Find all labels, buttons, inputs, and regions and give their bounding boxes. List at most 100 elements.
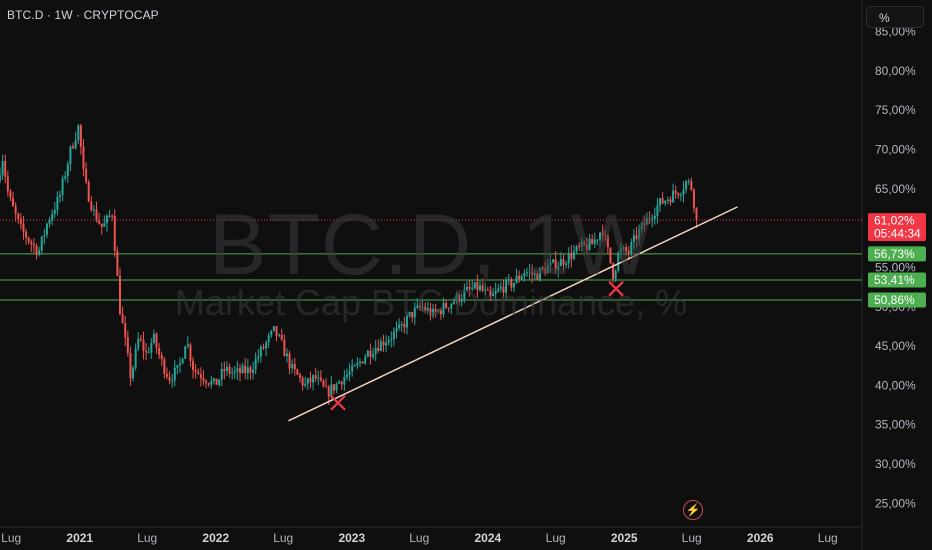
candle-body xyxy=(528,271,531,273)
candle-body xyxy=(599,232,602,240)
candle-body xyxy=(656,205,659,216)
y-tick-label: 70,00% xyxy=(875,142,916,156)
candle-body xyxy=(312,375,315,383)
candle-body xyxy=(215,378,218,385)
candle-body xyxy=(557,266,560,271)
candle-body xyxy=(184,346,187,359)
candle-body xyxy=(632,235,635,243)
cross-marker xyxy=(608,280,624,297)
candle-body xyxy=(100,223,103,227)
candle-body xyxy=(236,368,239,372)
candle-body xyxy=(218,379,221,385)
candle-body xyxy=(275,326,278,336)
candle-body xyxy=(4,160,7,177)
candle-body xyxy=(445,303,448,308)
candle-body xyxy=(572,251,575,259)
candle-body xyxy=(259,346,262,357)
candle-body xyxy=(171,380,174,382)
candle-body xyxy=(507,279,510,281)
candle-body xyxy=(272,326,275,331)
candle-body xyxy=(426,308,429,311)
candle-body xyxy=(241,365,244,374)
candle-body xyxy=(619,248,622,253)
candle-body xyxy=(25,231,28,238)
candle-body xyxy=(147,352,150,354)
candle-body xyxy=(77,125,80,141)
candle-body xyxy=(262,346,265,349)
candle-body xyxy=(233,371,236,373)
y-tick-label: 35,00% xyxy=(875,418,916,432)
candle-body xyxy=(330,384,333,397)
x-tick-label: Lug xyxy=(137,531,157,545)
price-label-value: 50,86% xyxy=(874,293,915,307)
candle-body xyxy=(351,365,354,372)
candle-body xyxy=(1,160,4,176)
candle-body xyxy=(481,285,484,291)
candle-body xyxy=(322,380,325,387)
candle-body xyxy=(377,347,380,351)
candle-body xyxy=(359,361,362,363)
candle-body xyxy=(437,310,440,312)
lightning-icon[interactable]: ⚡ xyxy=(683,500,703,520)
candle-body xyxy=(499,286,502,289)
candle-body xyxy=(492,293,495,296)
candle-body xyxy=(617,252,620,271)
candle-body xyxy=(413,307,416,318)
candle-body xyxy=(119,275,122,315)
candle-body xyxy=(651,219,654,221)
candle-body xyxy=(450,303,453,309)
candle-body xyxy=(66,164,69,177)
candle-body xyxy=(309,378,312,383)
percent-unit-button[interactable]: % xyxy=(866,6,924,28)
candle-body xyxy=(612,263,615,279)
candle-body xyxy=(583,241,586,245)
candle-body xyxy=(17,213,20,220)
candle-body xyxy=(32,244,35,246)
candle-body xyxy=(541,267,544,269)
candle-body xyxy=(239,368,242,374)
candle-body xyxy=(606,235,609,248)
candle-body xyxy=(173,367,176,381)
candle-body xyxy=(223,369,226,372)
candle-body xyxy=(74,140,77,149)
candle-body xyxy=(145,350,148,353)
candle-body xyxy=(395,328,398,332)
candle-body xyxy=(270,330,273,336)
candle-body xyxy=(364,356,367,364)
candle-body xyxy=(179,363,182,366)
candle-body xyxy=(90,201,93,211)
candle-body xyxy=(421,306,424,308)
candle-body xyxy=(494,290,497,294)
watermark-symbol: BTC.D, 1W xyxy=(209,197,653,293)
candle-body xyxy=(512,282,515,288)
candle-body xyxy=(304,383,307,386)
candle-body xyxy=(411,312,414,318)
candle-body xyxy=(549,262,552,266)
candle-body xyxy=(22,223,25,232)
candle-body xyxy=(664,200,667,204)
candle-body xyxy=(471,288,474,290)
price-label-countdown: 05:44:34 xyxy=(874,227,921,241)
candle-body xyxy=(539,267,542,280)
x-tick-label: 2022 xyxy=(202,531,229,545)
candle-body xyxy=(202,378,205,381)
candle-body xyxy=(625,247,628,252)
candle-body xyxy=(593,239,596,245)
price-label-tag xyxy=(868,213,926,242)
candle-body xyxy=(150,342,153,353)
candle-body xyxy=(252,369,255,373)
x-tick-label: Lug xyxy=(273,531,293,545)
candle-body xyxy=(283,339,286,357)
candle-body xyxy=(27,237,30,242)
candle-body xyxy=(69,146,72,165)
candle-body xyxy=(61,178,64,195)
candle-body xyxy=(392,331,395,339)
candle-body xyxy=(194,369,197,372)
x-tick-label: Lug xyxy=(546,531,566,545)
symbol-title[interactable]: BTC.D · 1W · CRYPTOCAP xyxy=(7,8,159,22)
candle-body xyxy=(353,365,356,367)
candle-body xyxy=(306,378,309,384)
candle-body xyxy=(473,282,476,289)
candle-body xyxy=(695,207,698,221)
candle-body xyxy=(168,376,171,381)
